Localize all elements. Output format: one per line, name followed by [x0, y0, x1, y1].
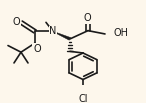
Text: Cl: Cl	[78, 94, 88, 103]
Text: O: O	[33, 44, 41, 54]
Polygon shape	[53, 31, 71, 40]
Text: N: N	[49, 26, 57, 36]
Text: O: O	[83, 13, 91, 23]
Text: O: O	[12, 17, 20, 27]
Text: OH: OH	[113, 28, 128, 38]
